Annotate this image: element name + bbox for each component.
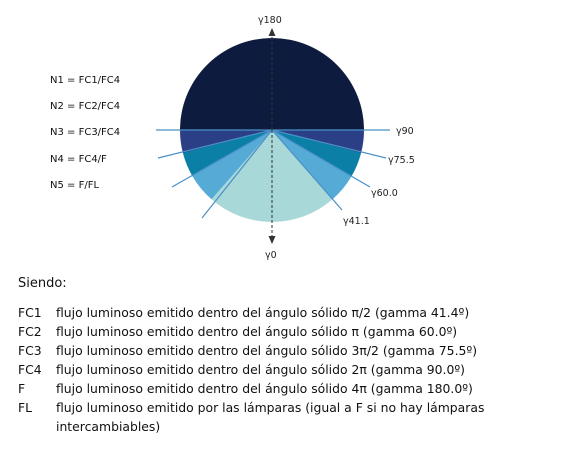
definition-abbr: FL (18, 400, 33, 415)
definition-text: flujo luminoso emitido por las lámparas … (56, 400, 485, 434)
arrow-up-icon (268, 28, 276, 36)
gamma-60-line-right (271, 129, 371, 188)
gamma-41-1-line-right (271, 129, 343, 211)
gamma-label-0: γ0 (265, 250, 277, 261)
gamma-60-line-left (171, 129, 273, 188)
arrow-down-icon (268, 236, 276, 244)
siendo-heading: Siendo: (18, 276, 67, 291)
definition-text: flujo luminoso emitido dentro del ángulo… (56, 305, 470, 320)
gamma-label-41-1: γ41.1 (343, 216, 370, 227)
definition-row: FL flujo luminoso emitido por las lámpar… (18, 398, 558, 436)
ratio-n1: N1 = FC1/FC4 (50, 75, 121, 86)
definition-abbr: FC1 (18, 305, 42, 320)
definitions-list: FC1 flujo luminoso emitido dentro del án… (18, 303, 558, 436)
definition-row: FC4 flujo luminoso emitido dentro del án… (18, 360, 558, 379)
definition-text: flujo luminoso emitido dentro del ángulo… (56, 324, 458, 339)
gamma-75-5-line-right (271, 129, 387, 159)
ratio-n5: N5 = F/FL (50, 180, 100, 191)
definition-abbr: FC3 (18, 343, 42, 358)
definition-abbr: FC2 (18, 324, 42, 339)
definition-text: flujo luminoso emitido dentro del ángulo… (56, 381, 473, 396)
definition-text: flujo luminoso emitido dentro del ángulo… (56, 343, 478, 358)
ratio-n4: N4 = FC4/F (50, 154, 107, 165)
definition-abbr: F (18, 381, 26, 396)
definition-row: F flujo luminoso emitido dentro del ángu… (18, 379, 558, 398)
definition-text: flujo luminoso emitido dentro del ángulo… (56, 362, 466, 377)
definition-row: FC2 flujo luminoso emitido dentro del án… (18, 322, 558, 341)
definition-row: FC1 flujo luminoso emitido dentro del án… (18, 303, 558, 322)
ratio-n2: N2 = FC2/FC4 (50, 101, 121, 112)
gamma-41-1-line-left (201, 129, 273, 219)
definition-row: FC3 flujo luminoso emitido dentro del án… (18, 341, 558, 360)
gamma-label-75-5: γ75.5 (388, 155, 415, 166)
gamma-label-180: γ180 (258, 15, 282, 26)
definition-abbr: FC4 (18, 362, 42, 377)
ratio-n3: N3 = FC3/FC4 (50, 127, 121, 138)
luminous-flux-zone-diagram: γ180 γ90 γ75.5 γ60.0 γ41.1 γ0 (156, 15, 415, 261)
gamma-75-5-line-left (157, 129, 273, 159)
gamma-label-60: γ60.0 (371, 188, 398, 199)
gamma-label-90: γ90 (396, 126, 414, 137)
